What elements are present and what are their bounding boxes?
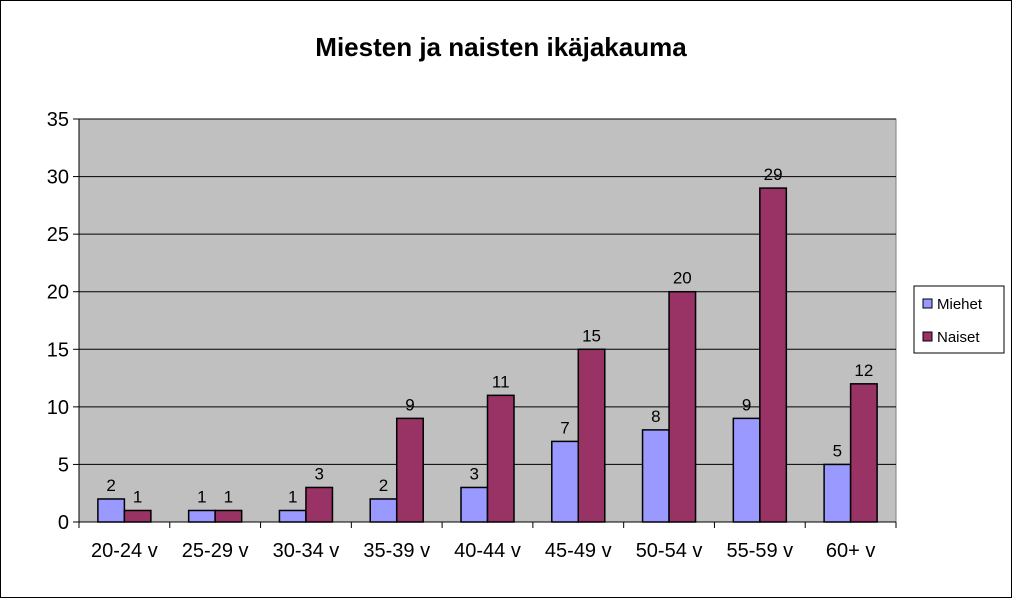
data-label: 2 [106, 476, 115, 495]
legend-label-miehet: Miehet [937, 296, 983, 313]
x-tick-label: 25-29 v [182, 540, 249, 562]
x-tick-label: 60+ v [826, 540, 875, 562]
bar-naiset-2024v [123, 509, 152, 523]
legend-swatch-naiset [922, 331, 933, 342]
data-label: 8 [651, 407, 660, 426]
data-label: 1 [288, 487, 297, 506]
bar-miehet-5559v [732, 417, 761, 523]
data-label: 15 [582, 326, 601, 345]
data-label: 12 [854, 361, 873, 380]
y-tick-label: 30 [47, 167, 69, 189]
data-label: 7 [560, 418, 569, 437]
bar-miehet-3034v [278, 509, 307, 523]
y-tick-label: 20 [47, 282, 69, 304]
bar-miehet-4549v [551, 440, 580, 523]
y-tick-label: 0 [58, 512, 69, 534]
bar-naiset-60v [849, 383, 878, 523]
data-label: 20 [673, 269, 692, 288]
y-tick-label: 35 [47, 109, 69, 131]
data-label: 1 [133, 487, 142, 506]
data-label: 1 [224, 487, 233, 506]
y-tick-label: 15 [47, 339, 69, 361]
x-tick-label: 35-39 v [363, 540, 430, 562]
x-tick-label: 45-49 v [545, 540, 612, 562]
data-label: 5 [833, 441, 842, 460]
bar-naiset-4044v [486, 394, 515, 523]
bar-naiset-4549v [577, 348, 606, 523]
bar-naiset-5054v [668, 290, 697, 523]
y-tick-label: 5 [58, 454, 69, 476]
x-tick-label: 40-44 v [454, 540, 521, 562]
x-tick-label: 20-24 v [91, 540, 158, 562]
legend-box [913, 285, 1005, 354]
data-label: 2 [379, 476, 388, 495]
legend: Miehet Naiset [913, 285, 1005, 354]
bar-miehet-4044v [460, 486, 489, 523]
legend-label-naiset: Naiset [937, 329, 980, 346]
y-tick-label: 10 [47, 397, 69, 419]
bar-miehet-3539v [369, 498, 398, 523]
bar-naiset-2529v [214, 509, 243, 523]
bar-naiset-5559v [759, 187, 788, 523]
bar-miehet-5054v [641, 429, 670, 523]
data-label: 29 [764, 165, 783, 184]
bar-miehet-60v [823, 463, 852, 523]
data-label: 9 [742, 395, 751, 414]
chart-title: Miesten ja naisten ikäjakauma [315, 32, 687, 62]
bars [97, 187, 878, 523]
bar-naiset-3034v [305, 486, 334, 523]
x-tick-label: 50-54 v [636, 540, 703, 562]
data-label: 9 [405, 395, 414, 414]
bar-miehet-2529v [187, 509, 216, 523]
data-label: 3 [314, 464, 323, 483]
data-label: 11 [492, 372, 510, 391]
x-tick-label: 55-59 v [726, 540, 793, 562]
legend-swatch-miehet [922, 298, 933, 309]
y-tick-label: 25 [47, 224, 69, 246]
x-tick-label: 30-34 v [273, 540, 340, 562]
data-label: 3 [470, 464, 479, 483]
bar-miehet-2024v [97, 498, 126, 523]
data-label: 1 [197, 487, 206, 506]
bar-naiset-3539v [395, 417, 424, 523]
